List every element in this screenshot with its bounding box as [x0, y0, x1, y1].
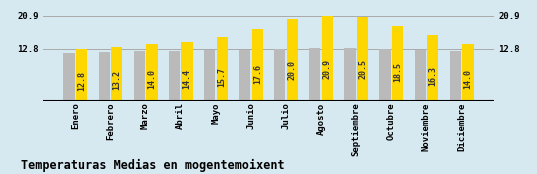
Bar	[169, 51, 180, 101]
Text: 15.7: 15.7	[217, 67, 227, 87]
Text: 20.0: 20.0	[288, 60, 297, 80]
Bar	[287, 19, 298, 101]
Text: 14.0: 14.0	[148, 69, 156, 89]
Text: 17.6: 17.6	[253, 64, 262, 84]
Text: 20.5: 20.5	[358, 59, 367, 79]
Bar	[427, 35, 438, 101]
Bar	[309, 48, 321, 101]
Bar	[380, 49, 391, 101]
Bar	[99, 52, 110, 101]
Text: 20.9: 20.9	[323, 59, 332, 79]
Bar	[252, 29, 263, 101]
Bar	[322, 16, 333, 101]
Bar	[182, 42, 193, 101]
Bar	[216, 37, 228, 101]
Bar	[76, 49, 88, 101]
Bar	[111, 47, 122, 101]
Bar	[146, 44, 157, 101]
Bar	[134, 51, 145, 101]
Bar	[415, 50, 426, 101]
Text: 14.4: 14.4	[183, 69, 192, 89]
Text: 18.5: 18.5	[393, 62, 402, 82]
Bar	[274, 49, 285, 101]
Bar	[449, 51, 461, 101]
Bar	[63, 53, 75, 101]
Text: Temperaturas Medias en mogentemoixent: Temperaturas Medias en mogentemoixent	[21, 159, 285, 172]
Text: 16.3: 16.3	[429, 66, 437, 86]
Bar	[239, 50, 250, 101]
Text: 14.0: 14.0	[463, 69, 473, 89]
Bar	[462, 44, 474, 101]
Text: 13.2: 13.2	[112, 70, 121, 90]
Bar	[357, 17, 368, 101]
Bar	[344, 48, 355, 101]
Bar	[204, 50, 215, 101]
Bar	[392, 26, 403, 101]
Text: 12.8: 12.8	[77, 71, 86, 91]
